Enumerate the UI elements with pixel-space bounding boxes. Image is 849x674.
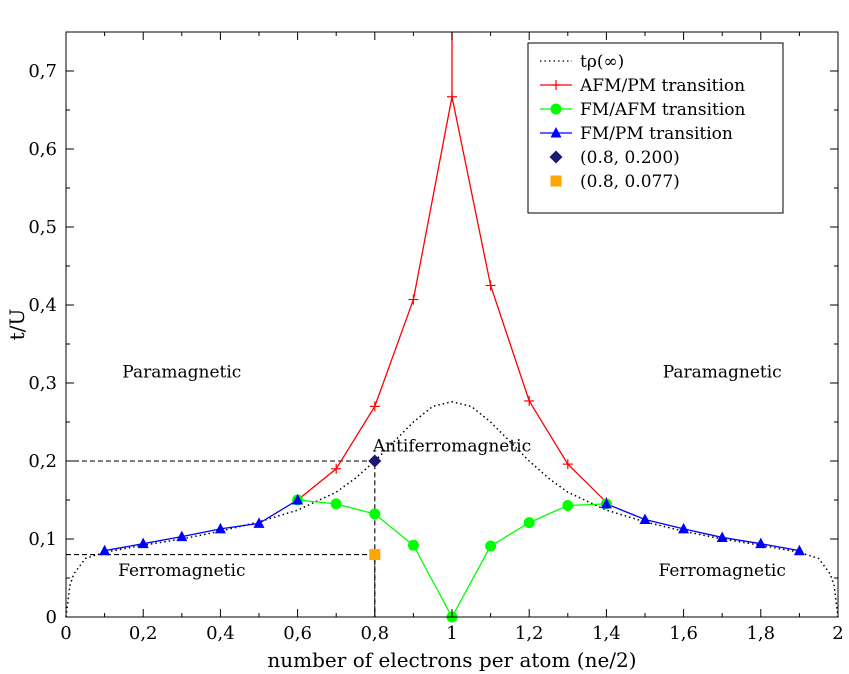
legend-marker-0-8-0-077 bbox=[550, 175, 562, 187]
region-labels: Paramagnetic Paramagnetic Antiferromagneti… bbox=[118, 362, 786, 581]
y-tick-label: 0,2 bbox=[28, 451, 57, 472]
series-markers bbox=[99, 91, 805, 623]
y-tick-label: 0,1 bbox=[28, 529, 57, 550]
region-label-ferromagnetic: Ferromagnetic bbox=[659, 561, 786, 581]
legend-label-t: tρ(∞) bbox=[580, 52, 624, 72]
data-point-fm-pm-transition bbox=[716, 531, 728, 542]
legend-label-fm-afm-transition: FM/AFM transition bbox=[580, 100, 746, 120]
y-tick-label: 0,7 bbox=[28, 61, 57, 82]
y-tick-label: 0,3 bbox=[28, 373, 57, 394]
y-tick-label: 0,5 bbox=[28, 217, 57, 238]
data-point-afm-pm-transition bbox=[447, 91, 457, 102]
data-point-fm-pm-transition bbox=[793, 544, 805, 556]
data-point-afm-pm-transition bbox=[408, 294, 419, 305]
y-tick-label: 0,6 bbox=[28, 139, 57, 160]
data-point-fm-afm-transition bbox=[407, 539, 419, 551]
data-point-fm-pm-transition bbox=[137, 537, 149, 549]
data-point-fm-pm-transition bbox=[253, 517, 265, 528]
region-label-paramagnetic: Paramagnetic bbox=[122, 362, 241, 382]
legend-box bbox=[527, 42, 784, 214]
data-point-afm-pm-transition bbox=[562, 459, 573, 470]
data-point-afm-pm-transition bbox=[485, 280, 496, 291]
data-point-fm-pm-transition bbox=[755, 537, 767, 549]
legend-label-0-8-0-200: (0.8, 0.200) bbox=[580, 148, 680, 168]
x-tick-label: 1,2 bbox=[515, 623, 544, 644]
data-point-0-8-0-077 bbox=[369, 549, 381, 561]
legend-marker-afm-pm-transition bbox=[551, 80, 561, 90]
legend-label-0-8-0-077: (0.8, 0.077) bbox=[580, 172, 680, 192]
x-tick-label: 0,8 bbox=[360, 623, 389, 644]
x-axis-label: number of electrons per atom (ne/2) bbox=[267, 648, 636, 672]
data-point-fm-afm-transition bbox=[330, 498, 342, 510]
data-point-fm-pm-transition bbox=[639, 513, 651, 524]
data-point-afm-pm-transition bbox=[331, 463, 342, 474]
series-line-fm-pm-transition-1 bbox=[104, 499, 298, 552]
data-point-fm-afm-transition bbox=[523, 517, 535, 529]
x-tick-label: 1 bbox=[446, 623, 457, 644]
y-tick-label: 0,4 bbox=[28, 295, 57, 316]
data-point-fm-afm-transition bbox=[485, 540, 497, 552]
legend-marker-fm-afm-transition bbox=[550, 103, 562, 115]
data-point-afm-pm-transition bbox=[369, 401, 380, 412]
data-point-fm-pm-transition bbox=[678, 522, 690, 534]
y-tick-label: 0 bbox=[46, 607, 57, 628]
series-line-t bbox=[65, 400, 839, 618]
data-point-fm-afm-transition bbox=[562, 499, 574, 511]
x-tick-label: 1,6 bbox=[669, 623, 698, 644]
legend-marker-fm-pm-transition bbox=[550, 127, 562, 138]
region-label-ferromagnetic: Ferromagnetic bbox=[118, 561, 245, 581]
data-point-0-8-0-200 bbox=[368, 454, 382, 468]
region-label-paramagnetic: Paramagnetic bbox=[663, 362, 782, 382]
x-tick-label: 2 bbox=[832, 623, 843, 644]
data-point-fm-pm-transition bbox=[214, 522, 226, 534]
data-point-fm-pm-transition bbox=[600, 497, 612, 509]
x-tick-label: 0 bbox=[60, 623, 71, 644]
x-tick-label: 0,2 bbox=[129, 623, 158, 644]
data-point-fm-pm-transition bbox=[292, 494, 304, 505]
legend: tρ(∞) AFM/PM transition FM/AFM transition F… bbox=[527, 42, 784, 214]
x-tick-label: 1,4 bbox=[592, 623, 621, 644]
legend-label-fm-pm-transition: FM/PM transition bbox=[580, 124, 733, 144]
legend-marker-0-8-0-200 bbox=[549, 150, 563, 164]
data-point-fm-afm-transition bbox=[369, 508, 381, 520]
y-axis-label: t/U bbox=[5, 309, 29, 341]
x-tick-label: 0,6 bbox=[283, 623, 312, 644]
region-label-antiferromagnetic: Antiferromagnetic bbox=[372, 436, 531, 456]
x-tick-label: 0,4 bbox=[206, 623, 235, 644]
data-point-afm-pm-transition bbox=[524, 395, 535, 406]
axes: 0 0,2 0,4 0,6 0,8 1 1,2 1,4 1,6 1,8 2 0 0,1 0,2 0,3 0,4… bbox=[28, 31, 844, 644]
data-point-fm-pm-transition bbox=[99, 544, 111, 556]
series-line-fm-pm-transition-2 bbox=[606, 503, 800, 552]
legend-label-afm-pm-transition: AFM/PM transition bbox=[579, 76, 745, 96]
data-point-fm-pm-transition bbox=[176, 530, 188, 542]
x-tick-label: 1,8 bbox=[746, 623, 775, 644]
